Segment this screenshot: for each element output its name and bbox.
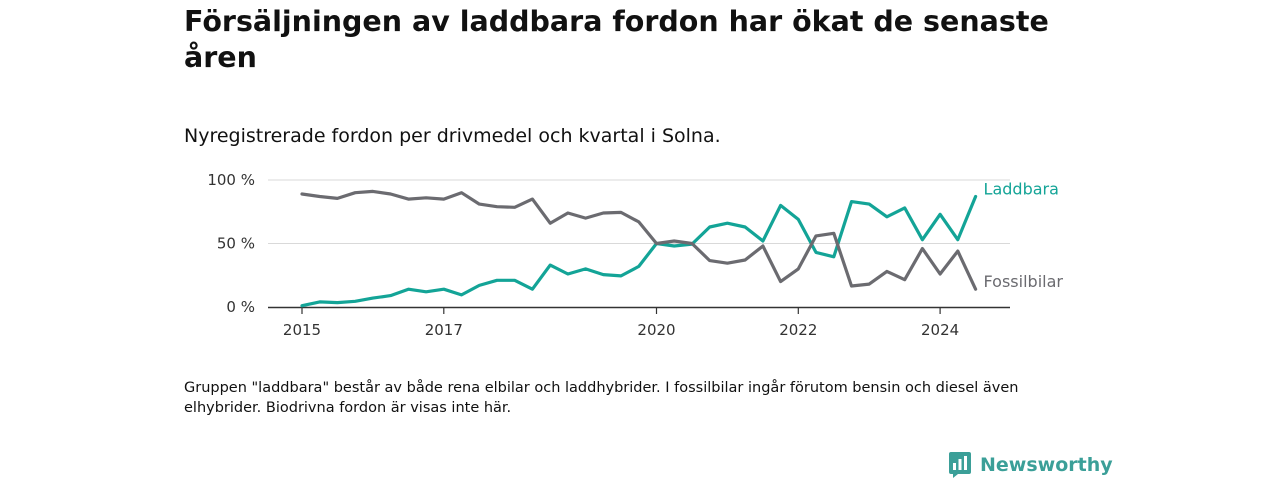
x-axis: 2015 2017 2020 2022 2024 (268, 306, 1010, 339)
series-label-laddbara: Laddbara (984, 180, 1059, 199)
x-tick-label: 2015 (283, 321, 321, 339)
y-tick-label: 0 % (226, 298, 255, 316)
x-tick-label: 2020 (637, 321, 675, 339)
y-axis: 0 % 50 % 100 % (207, 171, 255, 316)
brand-name: Newsworthy (980, 454, 1113, 476)
series-lines (300, 189, 978, 308)
chart-title: Försäljningen av laddbara fordon har öka… (184, 5, 1049, 74)
x-tick-label: 2017 (425, 321, 463, 339)
series-label-fossilbilar: Fossilbilar (984, 272, 1064, 291)
y-tick-label: 100 % (207, 171, 255, 189)
footnote: Gruppen "laddbara" består av både rena e… (184, 380, 1019, 416)
x-tick-label: 2022 (779, 321, 817, 339)
gridlines (268, 179, 1010, 244)
newsworthy-icon (949, 452, 971, 478)
series-labels: Laddbara Fossilbilar (984, 180, 1064, 292)
y-tick-label: 50 % (217, 235, 255, 253)
brand-logo: Newsworthy (948, 451, 1113, 479)
x-tick-label: 2024 (921, 321, 959, 339)
series-line-fossilbilar (300, 189, 978, 291)
chart-subtitle: Nyregistrerade fordon per drivmedel och … (184, 125, 721, 147)
series-line-laddbara (300, 194, 978, 308)
